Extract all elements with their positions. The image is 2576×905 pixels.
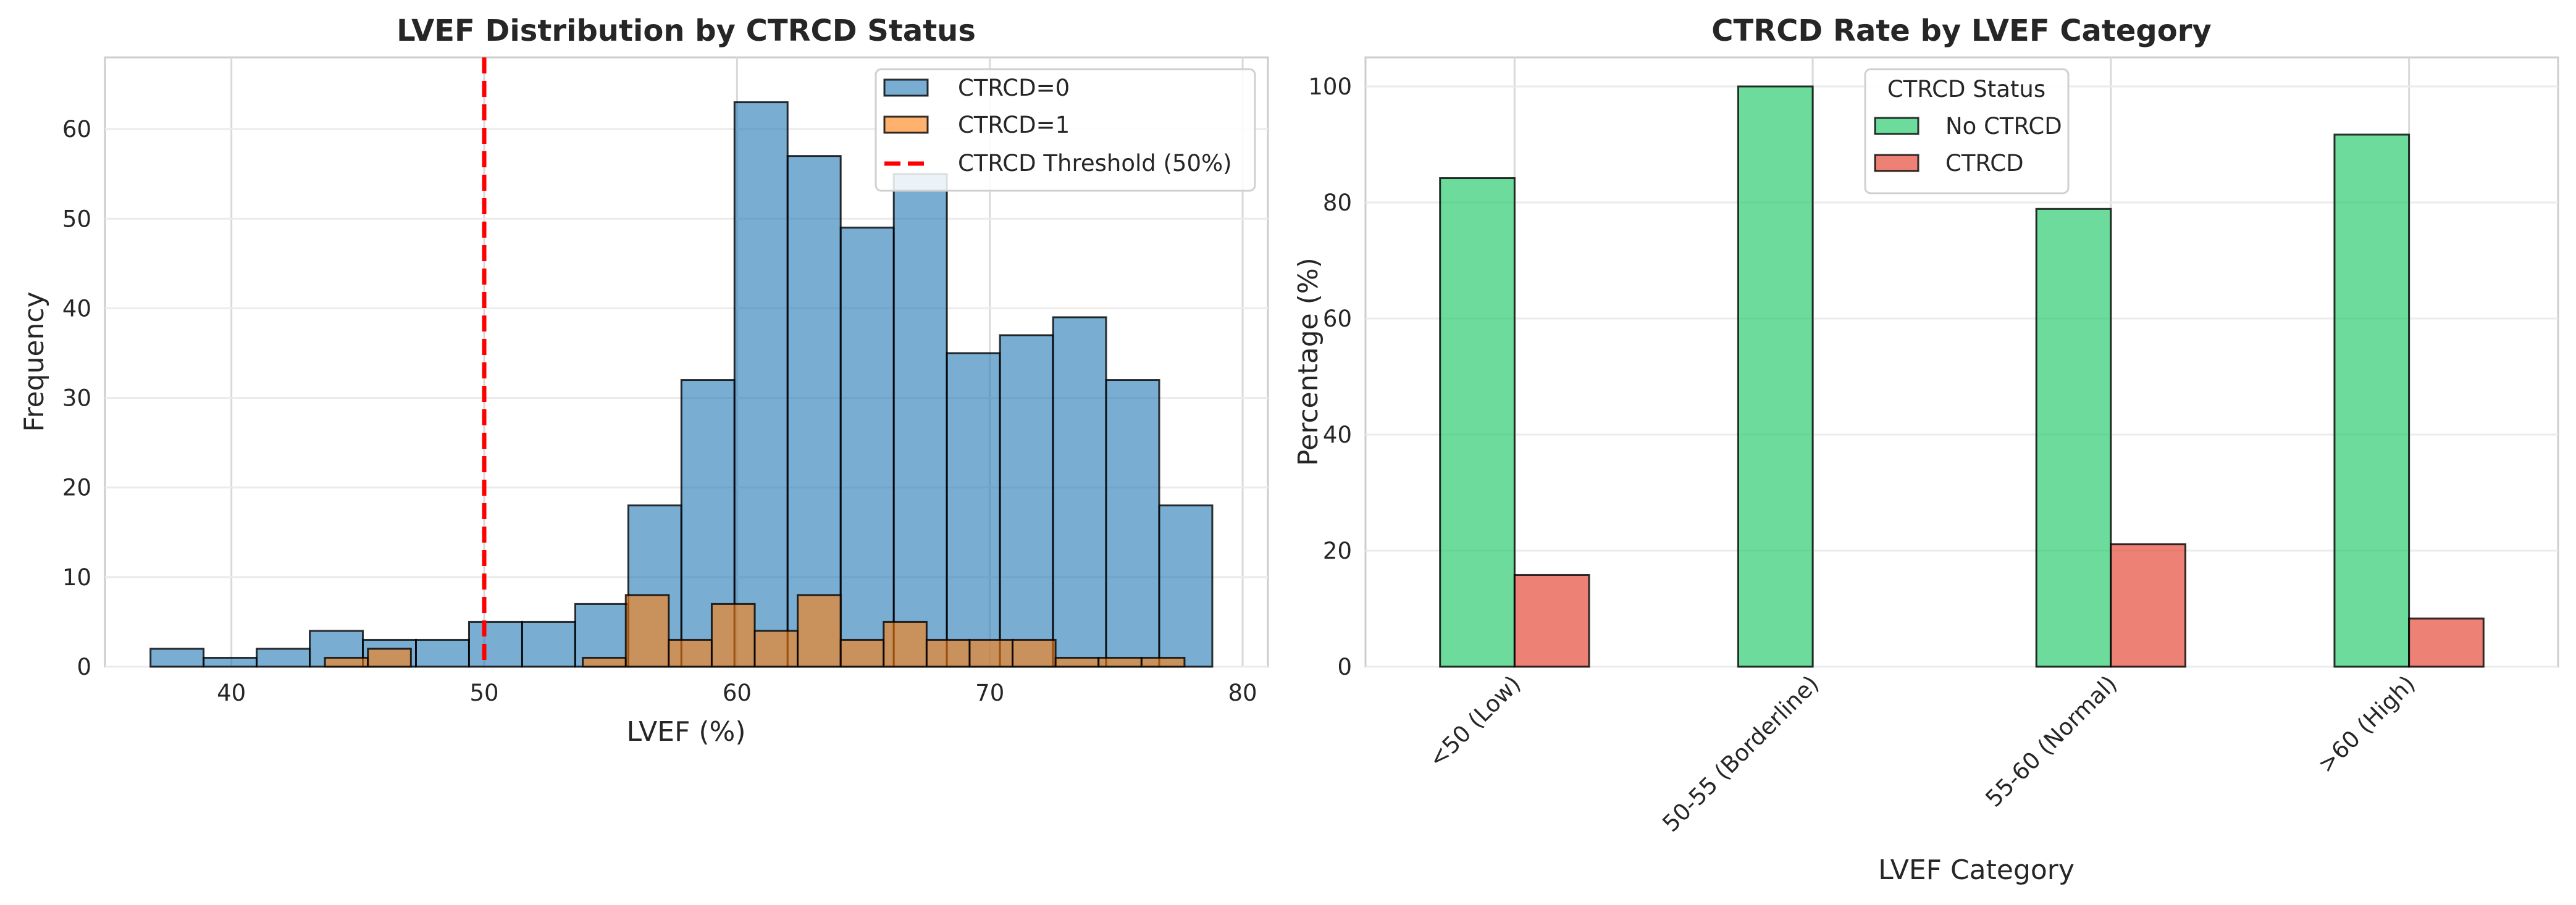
bar-chart-x-axis-label: LVEF Category — [1878, 854, 2075, 886]
histogram-bar-ctrcd1 — [624, 594, 670, 668]
bar-no-ctrcd — [1439, 177, 1516, 668]
bar-chart-category-label: 55-60 (Normal) — [1980, 670, 2122, 812]
bar-chart-y-tick-label: 40 — [1323, 422, 1352, 448]
histogram-bar-ctrcd1 — [1097, 656, 1143, 668]
histogram-legend-frame — [875, 68, 1256, 192]
bar-chart-y-tick-label: 0 — [1337, 654, 1352, 680]
histogram-bar-ctrcd0 — [256, 648, 311, 668]
histogram-x-tick-label: 80 — [1228, 680, 1257, 706]
histogram-bar-ctrcd1 — [968, 638, 1014, 668]
histogram-x-axis-label: LVEF (%) — [626, 716, 745, 748]
histogram-bar-ctrcd1 — [710, 603, 756, 668]
histogram-bar-ctrcd0 — [414, 638, 470, 668]
histogram-y-tick-label: 50 — [62, 206, 91, 232]
histogram-bar-ctrcd0 — [521, 620, 576, 668]
legend-swatch-ctrcd1 — [883, 115, 929, 134]
histogram-bar-ctrcd0 — [1158, 504, 1214, 668]
legend-label-no-ctrcd: No CTRCD — [1945, 113, 2062, 140]
bar-no-ctrcd — [2035, 207, 2112, 668]
histogram-bar-ctrcd1 — [1054, 656, 1100, 668]
histogram-y-tick-label: 20 — [62, 475, 91, 501]
histogram-y-tick-label: 40 — [62, 295, 91, 322]
bar-ctrcd — [2408, 617, 2485, 668]
bar-chart-y-tick-label: 20 — [1323, 538, 1352, 564]
histogram-panel: 40 50 60 70 80 0 10 20 30 40 50 60 LVEF Distributio… — [19, 14, 1269, 748]
histogram-title: LVEF Distribution by CTRCD Status — [396, 14, 976, 48]
bar-chart-title: CTRCD Rate by LVEF Category — [1711, 14, 2211, 48]
legend-label-threshold: CTRCD Threshold (50%) — [958, 150, 1232, 177]
histogram-bar-ctrcd1 — [797, 594, 842, 668]
histogram-bar-ctrcd1 — [1140, 656, 1186, 668]
histogram-y-tick-label: 30 — [62, 385, 91, 412]
histogram-y-tick-label: 60 — [62, 116, 91, 143]
bar-no-ctrcd — [1737, 85, 1814, 668]
histogram-bar-ctrcd1 — [582, 656, 627, 668]
histogram-y-axis-label: Frequency — [19, 291, 50, 432]
histogram-bar-ctrcd0 — [149, 648, 205, 668]
legend-swatch-no-ctrcd — [1874, 117, 1919, 135]
legend-label-ctrcd: CTRCD — [1945, 150, 2024, 177]
bar-chart-category-label: <50 (Low) — [1424, 670, 1526, 773]
bar-chart-panel: 0 20 40 60 80 100 <50 (Low) 50-55 (Borderline) 5… — [1293, 14, 2559, 886]
bar-chart-legend: CTRCD Status No CTRCD CTRCD — [1864, 68, 2070, 194]
histogram-bar-ctrcd0 — [733, 101, 789, 668]
histogram-bar-ctrcd0 — [1105, 379, 1160, 668]
bar-chart-y-tick-label: 80 — [1323, 190, 1352, 216]
histogram-bar-ctrcd1 — [668, 638, 713, 668]
bar-chart-category-label: 50-55 (Borderline) — [1657, 670, 1824, 837]
bar-ctrcd — [2110, 543, 2187, 668]
histogram-x-tick-label: 50 — [469, 680, 498, 706]
histogram-bar-ctrcd0 — [468, 620, 523, 668]
bar-chart-y-axis-label: Percentage (%) — [1293, 257, 1324, 466]
histogram-legend: CTRCD=0 CTRCD=1 CTRCD Threshold (50%) — [875, 68, 1256, 192]
histogram-x-tick-label: 70 — [975, 680, 1004, 706]
legend-label-ctrcd0: CTRCD=0 — [958, 75, 1070, 101]
histogram-bar-ctrcd1 — [367, 648, 412, 668]
histogram-bar-ctrcd0 — [892, 173, 948, 668]
histogram-bar-ctrcd0 — [574, 603, 629, 668]
histogram-bar-ctrcd0 — [839, 227, 895, 668]
histogram-bar-ctrcd0 — [1052, 316, 1107, 668]
bar-ctrcd — [1513, 573, 1590, 668]
histogram-bar-ctrcd1 — [925, 638, 971, 668]
bar-chart-category-label: >60 (High) — [2312, 670, 2420, 778]
histogram-bar-ctrcd1 — [1012, 638, 1057, 668]
bar-chart-y-tick-label: 60 — [1323, 306, 1352, 332]
histogram-x-tick-label: 40 — [217, 680, 246, 706]
histogram-bar-ctrcd0 — [786, 155, 842, 668]
histogram-bar-ctrcd0 — [946, 352, 1001, 668]
histogram-bar-ctrcd0 — [999, 334, 1054, 668]
histogram-bar-ctrcd0 — [203, 656, 258, 668]
histogram-bar-ctrcd1 — [839, 638, 885, 668]
histogram-y-tick-label: 10 — [62, 564, 91, 591]
legend-label-ctrcd1: CTRCD=1 — [958, 112, 1070, 138]
histogram-bar-ctrcd1 — [753, 630, 799, 668]
histogram-y-tick-label: 0 — [77, 654, 91, 680]
bar-no-ctrcd — [2333, 133, 2410, 668]
legend-swatch-ctrcd — [1874, 154, 1919, 172]
histogram-bar-ctrcd1 — [883, 620, 928, 668]
histogram-x-tick-label: 60 — [723, 680, 752, 706]
legend-swatch-ctrcd0 — [883, 78, 929, 97]
histogram-bar-ctrcd1 — [324, 656, 369, 668]
bar-chart-y-tick-label: 100 — [1308, 73, 1352, 100]
legend-title: CTRCD Status — [1887, 76, 2045, 102]
